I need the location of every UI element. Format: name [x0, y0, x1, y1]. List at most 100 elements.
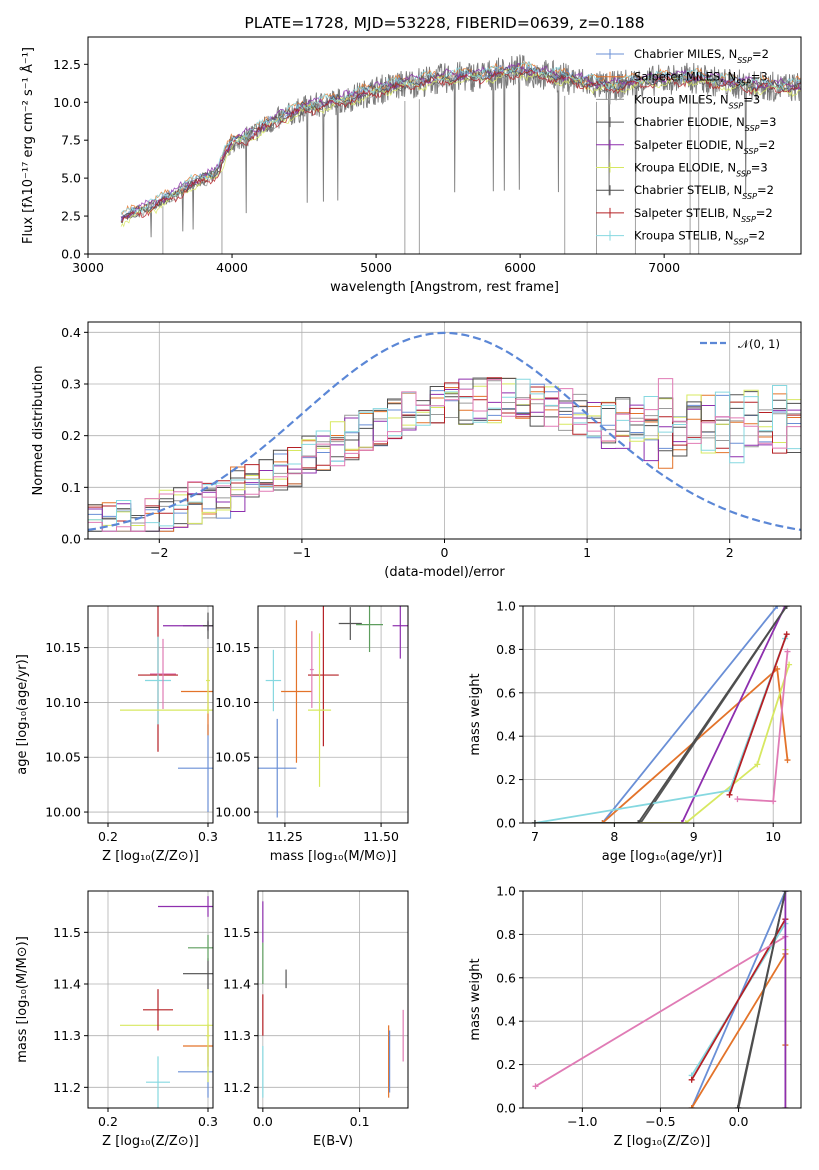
y-tick-label: 0.3	[61, 377, 81, 392]
y-tick-label: 0.2	[496, 772, 516, 787]
plus-marker	[599, 820, 606, 823]
errorbars	[258, 606, 408, 818]
y-axis-label: mass [log₁₀(M/M⊙)]	[15, 936, 30, 1063]
histograms	[88, 331, 801, 532]
x-axis-label: Z [log₁₀(Z/Z⊙)]	[102, 1134, 199, 1149]
plus-marker	[734, 796, 741, 803]
weight-line	[534, 606, 788, 823]
panel-mass-Z: 0.2 0.3 11.2 11.3 11.4 11.5 Z [log₁₀(Z/Z⊙)] mas…	[15, 890, 218, 1149]
y-tick-label: 11.5	[53, 925, 81, 940]
y-tick-label: 10.15	[45, 640, 81, 655]
legend: Chabrier MILES, NSSP=2 Salpeter MILES, NS…	[596, 47, 776, 246]
y-tick-label: 10.10	[45, 695, 81, 710]
x-tick-label: 0.0	[729, 1114, 749, 1129]
x-tick-label: 6000	[504, 260, 536, 275]
plus-marker	[754, 761, 761, 768]
y-axis-label: mass weight	[468, 673, 483, 755]
x-tick-label: −1	[293, 545, 311, 560]
panel-age-Z: 0.2 0.3 10.00 10.05 10.10 10.15 Z [log₁₀(Z/Z⊙)…	[15, 605, 218, 864]
errorbars	[262, 901, 404, 1098]
x-tick-label: −2	[150, 545, 168, 560]
weight-line	[534, 606, 778, 823]
plus-marker	[784, 757, 791, 764]
y-tick-label: 10.05	[45, 750, 81, 765]
normal-reference-curve	[88, 331, 801, 531]
x-tick-label: 0.3	[198, 1114, 218, 1129]
y-tick-label: 11.2	[53, 1080, 81, 1095]
y-tick-label: 10.00	[45, 805, 81, 820]
x-tick-label: 11.50	[363, 829, 399, 844]
axes-frame	[522, 605, 802, 824]
legend-label: Salpeter MILES, NSSP=3	[634, 70, 768, 88]
x-tick-label: 8	[610, 829, 618, 844]
x-tick-label: 0.2	[98, 1114, 118, 1129]
x-axis-label: mass [log₁₀(M/M⊙)]	[270, 849, 397, 864]
y-tick-label: 7.5	[61, 133, 81, 148]
y-tick-label: 0.2	[61, 428, 81, 443]
plus-marker	[783, 631, 790, 638]
y-tick-label: 1.0	[496, 599, 516, 614]
model-line	[121, 66, 801, 224]
y-tick-label: 0.8	[496, 927, 516, 942]
weight-line	[534, 606, 786, 823]
y-tick-label: 0.6	[496, 685, 516, 700]
x-tick-label: 0.1	[350, 1114, 370, 1129]
weight-line	[535, 935, 786, 1088]
weight-line	[737, 651, 789, 803]
x-tick-label: −0.5	[645, 1114, 675, 1129]
plus-marker	[774, 606, 781, 609]
x-tick-label: 1	[583, 545, 591, 560]
y-tick-label: 10.15	[215, 640, 251, 655]
plus-marker	[783, 606, 790, 609]
plus-marker	[688, 1076, 695, 1083]
legend-label: Salpeter ELODIE, NSSP=2	[634, 138, 775, 156]
y-tick-label: 0.4	[496, 729, 516, 744]
legend-label: Kroupa STELIB, NSSP=2	[634, 229, 765, 247]
plus-marker	[726, 791, 733, 798]
x-tick-label: 0.0	[253, 1114, 273, 1129]
legend-label: Chabrier ELODIE, NSSP=3	[634, 115, 776, 133]
plus-marker	[782, 1105, 789, 1108]
legend-label: Salpeter STELIB, NSSP=2	[634, 206, 773, 224]
axes-frame	[87, 890, 214, 1109]
x-tick-label: 7000	[648, 260, 680, 275]
legend-label: Kroupa ELODIE, NSSP=3	[634, 161, 768, 179]
y-axis-label: age [log₁₀(age/yr)]	[15, 654, 30, 775]
y-tick-label: 0.0	[496, 1101, 516, 1116]
axes-frame	[257, 890, 409, 1109]
y-tick-label: 10.10	[215, 695, 251, 710]
legend-label: Chabrier MILES, NSSP=2	[634, 47, 769, 65]
x-tick-label: 2	[726, 545, 734, 560]
y-tick-label: 0.8	[496, 642, 516, 657]
y-tick-label: 5.0	[61, 171, 81, 186]
y-tick-label: 0.4	[496, 1014, 516, 1029]
model-line	[120, 61, 801, 215]
panel-weight-Z: −1.0 −0.5 0.0 0.0 0.2 0.4 0.6 0.8 1.0 Z [log₁₀(Z/…	[468, 884, 802, 1149]
axes-frame	[522, 890, 802, 1109]
weight-line	[728, 633, 788, 796]
panel-residuals: −2 −1 0 1 2 0.0 0.1 0.2 0.3 0.4 (data-model)/error…	[31, 321, 802, 580]
y-tick-label: 0.1	[61, 480, 81, 495]
x-axis-label: wavelength [Angstrom, rest frame]	[330, 280, 559, 295]
x-tick-label: 11.25	[267, 829, 303, 844]
plus-marker	[678, 820, 685, 823]
y-tick-label: 11.3	[223, 1028, 251, 1043]
weight-line	[736, 891, 787, 1108]
y-tick-label: 12.5	[53, 57, 81, 72]
x-tick-label: 0.2	[98, 829, 118, 844]
y-tick-label: 0.6	[496, 970, 516, 985]
axes-frame	[87, 321, 802, 540]
y-tick-label: 0.0	[61, 247, 81, 262]
plus-marker	[782, 891, 789, 894]
x-axis-label: (data-model)/error	[384, 565, 505, 580]
plus-marker	[635, 820, 642, 823]
x-tick-label: −1.0	[567, 1114, 597, 1129]
y-tick-label: 11.3	[53, 1028, 81, 1043]
y-axis-label: Flux [fλ10⁻¹⁷ erg cm⁻² s⁻¹ Å⁻¹]	[20, 47, 36, 244]
histogram-series	[88, 378, 801, 532]
x-tick-label: 9	[690, 829, 698, 844]
x-tick-label: 4000	[216, 260, 248, 275]
plus-marker	[682, 820, 689, 823]
y-tick-label: 0.4	[61, 325, 81, 340]
